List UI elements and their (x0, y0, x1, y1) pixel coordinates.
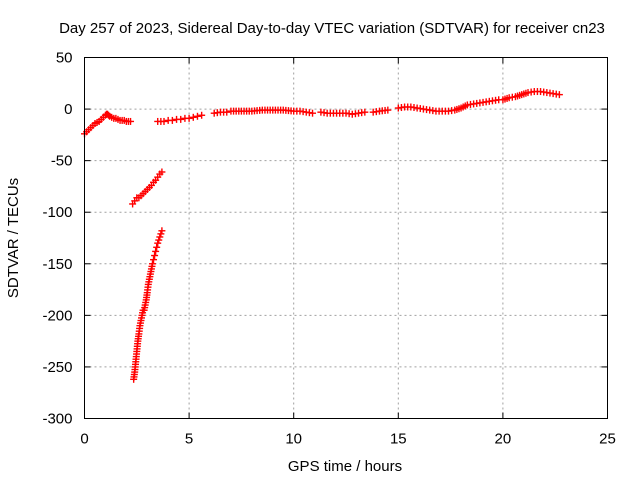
x-tick-label: 15 (390, 431, 407, 448)
data-point (384, 106, 392, 114)
data-point (150, 256, 158, 264)
y-tick-label: -300 (42, 411, 72, 428)
data-point (555, 91, 563, 99)
data-point (193, 112, 201, 120)
axis-ticks: 0 5 10 15 20 25 50 0 -50 -100 -150 -200 -250 -300 (42, 50, 615, 448)
y-tick-label: -50 (51, 153, 73, 170)
data-point (223, 108, 231, 116)
y-tick-label: -150 (42, 256, 72, 273)
data-point (127, 117, 135, 125)
y-tick-label: 50 (56, 50, 73, 67)
x-tick-label: 25 (599, 431, 616, 448)
data-point (155, 236, 163, 244)
y-tick-label: -200 (42, 307, 72, 324)
data-point (152, 247, 160, 255)
data-points (81, 88, 563, 383)
chart-title: Day 257 of 2023, Sidereal Day-to-day VTE… (59, 20, 605, 37)
y-axis-label: SDTVAR / TECUs (5, 178, 22, 298)
data-point (153, 243, 161, 251)
data-point (156, 233, 164, 241)
data-point (168, 116, 176, 124)
data-point (177, 115, 185, 123)
data-point (158, 168, 166, 176)
grid-lines (84, 57, 608, 419)
x-tick-label: 5 (185, 431, 193, 448)
data-point (160, 117, 168, 125)
x-tick-label: 0 (80, 431, 88, 448)
y-tick-label: 0 (64, 101, 72, 118)
y-tick-label: -100 (42, 204, 72, 221)
x-tick-label: 10 (285, 431, 302, 448)
x-tick-label: 20 (495, 431, 512, 448)
x-axis-label: GPS time / hours (288, 458, 402, 475)
data-point (198, 111, 206, 119)
data-point (158, 227, 166, 235)
y-tick-label: -250 (42, 359, 72, 376)
data-point (157, 230, 165, 238)
data-point (189, 113, 197, 121)
data-point (154, 239, 162, 247)
data-point (151, 252, 159, 260)
data-point (361, 108, 369, 116)
data-point (309, 109, 317, 117)
data-point (148, 260, 156, 268)
plot-frame (84, 57, 608, 419)
data-point (185, 114, 193, 122)
